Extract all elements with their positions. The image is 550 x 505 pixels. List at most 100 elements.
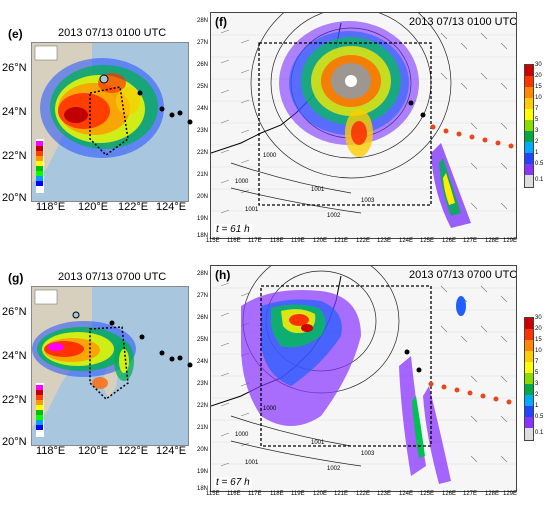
colorbar-label: 10 [535, 348, 542, 354]
lon-label: 125E [420, 491, 435, 497]
lat-label: 26N [197, 315, 209, 321]
lon-label: 127E [463, 238, 478, 244]
lon-label: 116E [227, 491, 241, 497]
colorbar-label: 2 [535, 139, 539, 145]
pressure-label: 1003 [361, 451, 375, 457]
colorbar-label: 0.5 [535, 414, 544, 420]
colorbar-labels-f: 30 20 15 10 7 5 3 2 1 0.5 0.1 [535, 62, 550, 188]
lon-label: 125E [420, 238, 435, 244]
lon-label: 119E [291, 491, 305, 497]
colorbar-label: 15 [535, 337, 542, 343]
pressure-label: 1000 [235, 432, 249, 438]
lon-label: 118E [270, 238, 284, 244]
radar-image-g [32, 287, 175, 437]
lon-label: 124°E [156, 445, 187, 457]
lon-label: 117E [248, 491, 262, 497]
lat-label: 18N [197, 486, 209, 492]
colorbar-label: 1 [535, 150, 539, 156]
lat-label: 18N [197, 233, 209, 239]
lat-label: 26N [197, 62, 209, 68]
pressure-label: 1000 [263, 406, 277, 412]
lat-label: 19N [197, 469, 209, 475]
lon-label: 123E [377, 238, 392, 244]
colorbar-label: 7 [535, 106, 539, 112]
lon-axis-f: 115E 116E 117E 118E 119E 120E 121E 122E … [206, 238, 518, 248]
lon-label: 118E [270, 491, 284, 497]
lon-label: 120E [313, 491, 328, 497]
lon-label: 123E [377, 491, 392, 497]
radar-map-g [31, 286, 189, 446]
colorbar-h [524, 317, 534, 441]
lat-label: 21N [197, 172, 209, 178]
lon-label: 118°E [36, 201, 66, 213]
colorbar-label: 15 [535, 84, 542, 90]
lat-label: 22°N [2, 394, 27, 406]
model-map-h: (h) 2013 07/13 0700 UTC t = 67 h 1000 10… [210, 265, 517, 492]
colorbar-label: 2 [535, 392, 539, 398]
colorbar-label: 7 [535, 359, 539, 365]
model-image-h [211, 266, 516, 484]
lat-label: 21N [197, 425, 209, 431]
lon-label: 120E [313, 238, 328, 244]
lon-label: 122°E [118, 201, 149, 213]
lat-label: 23N [197, 381, 209, 387]
lon-label: 120°E [78, 201, 109, 213]
lon-label: 115E [206, 238, 220, 244]
panel-e-time: 2013 07/13 0100 UTC [58, 27, 167, 39]
panel-g-time: 2013 07/13 0700 UTC [58, 271, 167, 283]
lon-label: 122E [356, 491, 371, 497]
radar-map-e [31, 42, 189, 202]
colorbar-label: 30 [535, 62, 542, 68]
lat-label: 24°N [2, 106, 27, 118]
lon-label: 129E [503, 238, 518, 244]
lon-label: 126E [442, 238, 457, 244]
panel-h-time: 2013 07/13 0700 UTC [409, 269, 517, 281]
colorbar-label: 5 [535, 117, 539, 123]
lat-label: 22°N [2, 150, 27, 162]
panel-f-sim-time: t = 61 h [214, 224, 252, 235]
panel-f-label: (f) [215, 15, 227, 29]
lat-label: 27N [197, 293, 209, 299]
lon-label: 121E [334, 238, 349, 244]
pressure-label: 1001 [245, 460, 259, 466]
lon-label: 116E [227, 238, 241, 244]
lon-label: 120°E [78, 445, 109, 457]
colorbar-label: 3 [535, 128, 539, 134]
lat-label: 19N [197, 216, 209, 222]
colorbar-f [524, 64, 534, 188]
colorbar-label: 30 [535, 315, 542, 321]
radar-image-e [32, 43, 175, 193]
colorbar-labels-h: 30 20 15 10 7 5 3 2 1 0.5 0.1 [535, 315, 550, 441]
lat-axis-h: 28N 27N 26N 25N 24N 23N 22N 21N 20N 19N … [195, 265, 210, 492]
lon-label: 127E [463, 491, 478, 497]
model-image-f [211, 13, 516, 228]
track-dots-g [177, 355, 193, 368]
lon-label: 124E [399, 491, 414, 497]
lon-label: 128E [485, 491, 500, 497]
lat-label: 24N [197, 106, 209, 112]
lat-label: 20N [197, 447, 209, 453]
lat-label: 23N [197, 128, 209, 134]
lat-label: 28N [197, 18, 209, 24]
pressure-label: 1001 [311, 187, 325, 193]
track-dots-e [177, 110, 193, 125]
panel-f: (f) 2013 07/13 0100 UTC t = 61 h 1000 10… [195, 0, 550, 250]
panel-e-label: (e) [8, 27, 23, 41]
model-map-f: (f) 2013 07/13 0100 UTC t = 61 h 1000 10… [210, 12, 517, 239]
lon-label: 121E [334, 491, 349, 497]
panel-f-time: 2013 07/13 0100 UTC [409, 16, 517, 28]
lon-label: 122°E [118, 445, 149, 457]
lon-label: 115E [206, 491, 220, 497]
lon-label: 129E [503, 491, 518, 497]
colorbar-label: 1 [535, 403, 539, 409]
panel-h: (h) 2013 07/13 0700 UTC t = 67 h 1000 10… [195, 255, 550, 505]
lon-axis-h: 115E 116E 117E 118E 119E 120E 121E 122E … [206, 491, 518, 501]
lon-label: 119E [291, 238, 305, 244]
lon-label: 124E [399, 238, 414, 244]
lat-label: 24N [197, 359, 209, 365]
panel-h-sim-time: t = 67 h [214, 477, 252, 488]
lat-label: 26°N [2, 306, 27, 318]
colorbar-label: 0.5 [535, 161, 544, 167]
lat-label: 22N [197, 150, 209, 156]
pressure-label: 1001 [245, 207, 259, 213]
